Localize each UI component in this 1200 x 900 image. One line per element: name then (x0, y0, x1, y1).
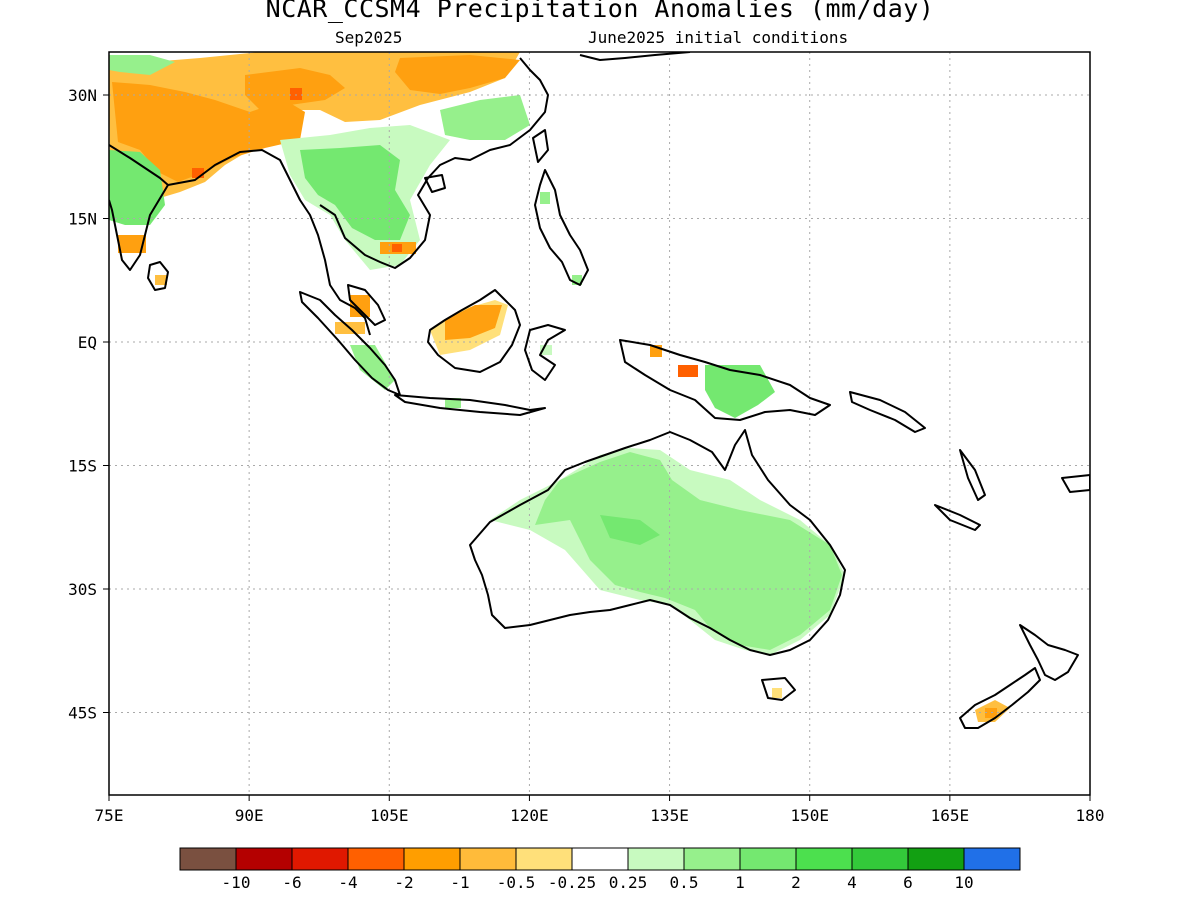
latitude-labels: 30N 15N EQ 15S 30S 45S (68, 86, 109, 723)
lat-label: 30N (68, 86, 97, 105)
coastline-bay-of-bengal (167, 149, 371, 336)
dry-anomaly-tibet (395, 55, 520, 94)
colorbar (179, 847, 1021, 871)
colorbar-label: -2 (394, 873, 413, 892)
lon-label: 120E (510, 806, 549, 825)
colorbar-swatch (627, 847, 685, 871)
coastline-new-zealand-north (1019, 624, 1079, 681)
graticule (109, 52, 1090, 795)
dry-anomaly-tasmania (772, 688, 782, 698)
colorbar-label: 2 (791, 873, 801, 892)
colorbar-label: -0.5 (497, 873, 536, 892)
forecast-month: Sep2025 (335, 28, 403, 47)
dry-anomaly-india-core (112, 82, 305, 182)
wet-anomaly-sulawesi (540, 345, 552, 355)
lon-label: 150E (790, 806, 829, 825)
dry-anomaly-cambodia-peak (392, 244, 402, 252)
colorbar-swatch (347, 847, 405, 871)
coastline-tasmania (761, 677, 796, 701)
wet-anomaly-indochina-core (300, 145, 410, 240)
lon-label: 180 (1076, 806, 1105, 825)
coastline-malay-peninsula (347, 284, 386, 326)
coastline-fiji (1061, 474, 1090, 493)
colorbar-label: 4 (847, 873, 857, 892)
coastline-java (394, 394, 546, 416)
lat-label: 15S (68, 457, 97, 476)
colorbar-swatch (907, 847, 965, 871)
coastline-vanuatu (959, 449, 986, 501)
longitude-labels: 75E 90E 105E 120E 135E 150E 165E 180 (95, 795, 1105, 825)
colorbar-label: 0.5 (670, 873, 699, 892)
wet-anomaly-sumatra (350, 345, 395, 390)
lon-label: 135E (650, 806, 689, 825)
colorbar-swatch (403, 847, 461, 871)
wet-anomaly-philippines-south (572, 275, 582, 285)
map-title: NCAR_CCSM4 Precipitation Anomalies (mm/d… (265, 0, 935, 23)
coastline-borneo (427, 289, 521, 373)
dry-anomaly-borneo-core (445, 305, 502, 340)
lon-label: 165E (931, 806, 970, 825)
wet-anomaly-australia-core (535, 452, 842, 650)
coastline-new-caledonia (934, 504, 981, 531)
coastline-sulawesi (524, 324, 566, 381)
lon-label: 75E (95, 806, 124, 825)
lat-label: 15N (68, 210, 97, 229)
colorbar-swatch (459, 847, 517, 871)
colorbar-swatch (851, 847, 909, 871)
colorbar-swatch (683, 847, 741, 871)
colorbar-swatch (963, 847, 1021, 871)
colorbar-label: 10 (954, 873, 973, 892)
lat-label: 30S (68, 580, 97, 599)
wet-anomaly-new-guinea (705, 365, 775, 418)
colorbar-label: -0.25 (548, 873, 596, 892)
coastline-philippines (534, 169, 589, 286)
coastline-sri-lanka (147, 261, 169, 291)
wet-anomaly-java (445, 398, 461, 408)
lat-label: 45S (68, 704, 97, 723)
coastline-new-guinea (619, 339, 831, 421)
lon-label: 90E (235, 806, 264, 825)
coastline-taiwan (532, 129, 549, 163)
colorbar-label: 6 (903, 873, 913, 892)
colorbar-swatch (235, 847, 293, 871)
colorbar-label: 1 (735, 873, 745, 892)
wet-anomaly-southwest-india (109, 150, 165, 225)
colorbar-label: 0.25 (609, 873, 648, 892)
coastline-japan (579, 52, 691, 61)
initial-conditions: June2025 initial conditions (588, 28, 849, 47)
colorbar-swatch (571, 847, 629, 871)
colorbar-swatch (291, 847, 349, 871)
coastline-new-zealand-south (959, 667, 1041, 729)
lon-label: 105E (370, 806, 409, 825)
colorbar-label: -1 (450, 873, 469, 892)
dry-anomaly-sri-lanka (155, 275, 167, 285)
coastline-indochina (319, 57, 549, 269)
colorbar-swatch (739, 847, 797, 871)
dry-anomaly-south-india (118, 235, 146, 253)
colorbar-swatch (515, 847, 573, 871)
colorbar-label: -10 (222, 873, 251, 892)
lat-label: EQ (78, 333, 97, 352)
wet-anomaly-australia-strongest (600, 515, 660, 545)
wet-anomaly-china (440, 95, 530, 140)
colorbar-swatch (795, 847, 853, 871)
coastline-australia (469, 429, 846, 656)
dry-anomaly-india-peak (192, 168, 204, 178)
colorbar-swatch (179, 847, 237, 871)
coastline-solomon-islands (849, 391, 926, 433)
dry-anomaly-new-guinea-west (678, 365, 698, 377)
moist-anomaly-northwest (109, 55, 175, 75)
plot-frame (108, 51, 1091, 796)
coastlines (109, 52, 1090, 729)
wet-anomaly-philippines (540, 192, 550, 204)
coastline-hainan (424, 174, 446, 193)
colorbar-label: -6 (282, 873, 301, 892)
colorbar-label: -4 (338, 873, 357, 892)
dry-anomaly-malay-peninsula (350, 295, 370, 317)
coastline-india (109, 144, 169, 271)
dry-anomaly-himalaya-peak (290, 88, 302, 100)
colorbar-labels: -10 -6 -4 -2 -1 -0.5 -0.25 0.25 0.5 1 2 4 6 10 (222, 873, 974, 892)
